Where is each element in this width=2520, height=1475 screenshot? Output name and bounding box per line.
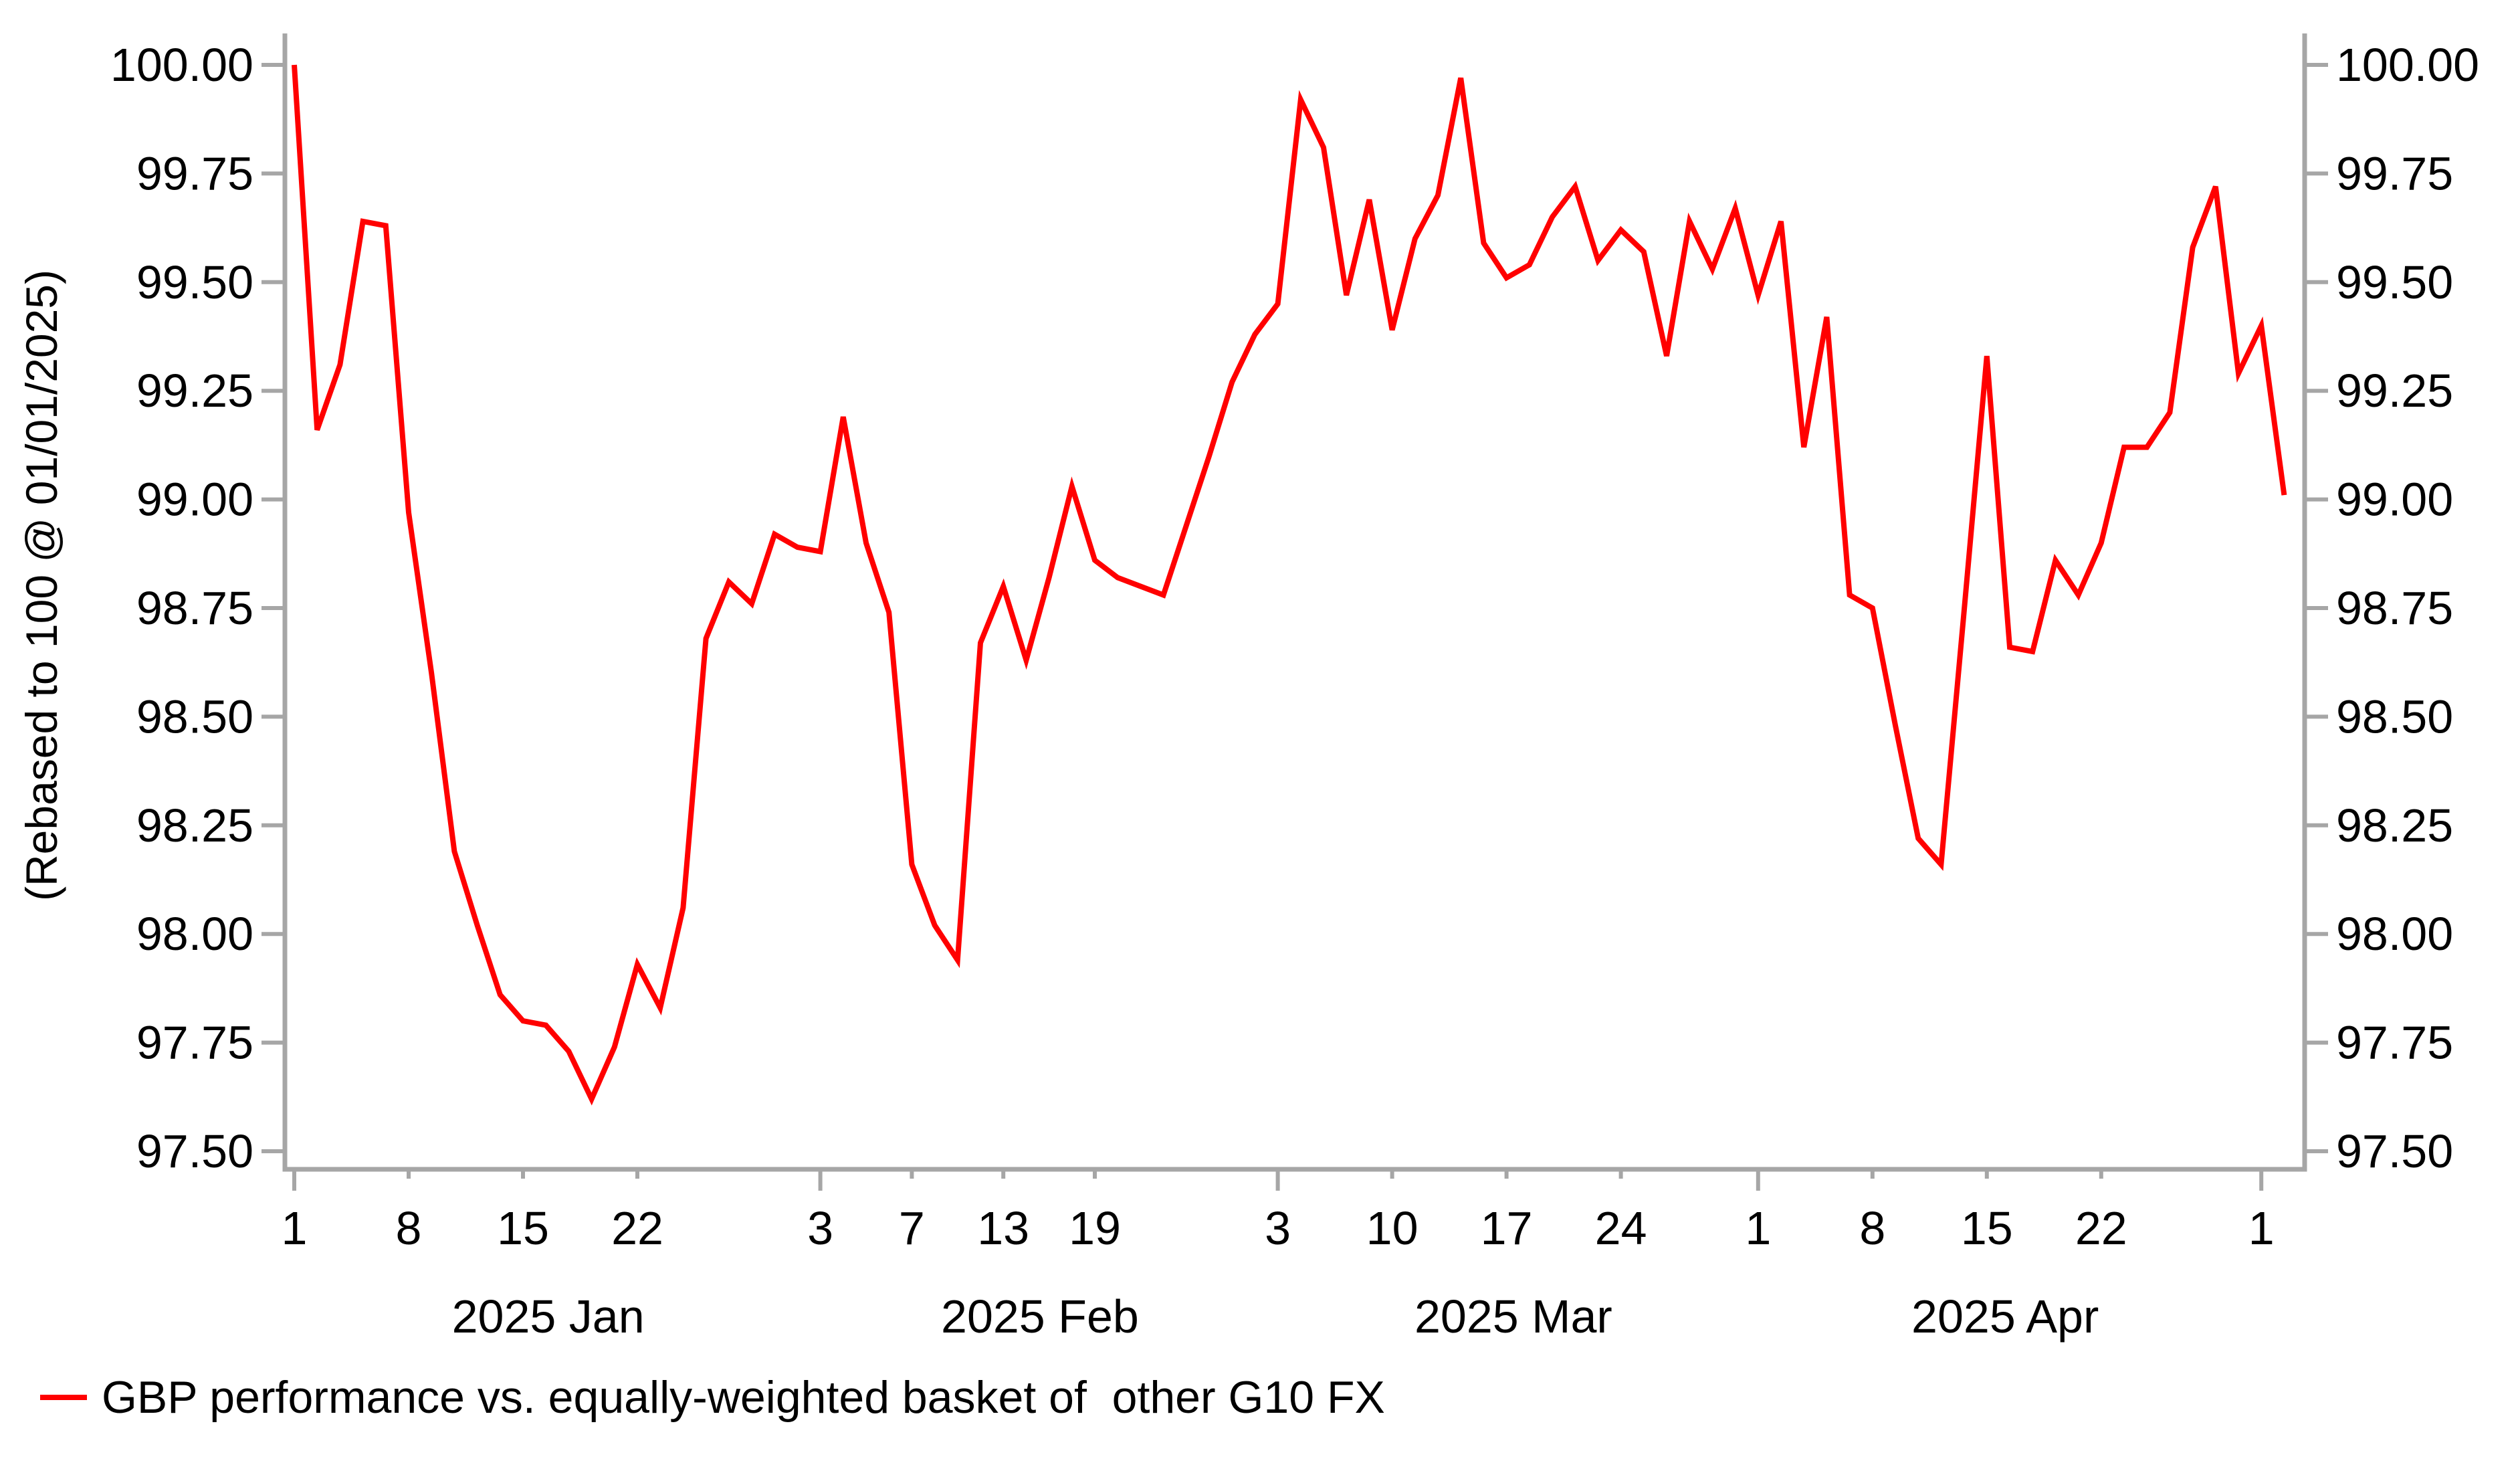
legend-label: GBP performance vs. equally-weighted bas… [102, 1372, 1385, 1423]
x-axis-tick-label: 17 [1481, 1202, 1533, 1254]
y-axis-tick-label-right: 100.00 [2336, 39, 2479, 91]
gbp-line [292, 64, 2287, 1106]
y-axis-tick-label-right: 99.00 [2336, 474, 2453, 526]
y-axis-tick-label-right: 98.25 [2336, 799, 2453, 852]
x-axis-month-label: 2025 Feb [941, 1290, 1139, 1343]
y-axis-tick-label-right: 98.75 [2336, 582, 2453, 634]
y-axis-tick-label-left: 97.75 [136, 1017, 253, 1069]
y-axis-title: (Rebased to 100 @ 01/01/2025) [17, 270, 66, 901]
y-axis-tick-label-right: 99.50 [2336, 256, 2453, 308]
y-axis-tick-label-left: 97.50 [136, 1125, 253, 1177]
y-axis-tick-label-right: 99.25 [2336, 365, 2453, 417]
x-axis-tick-label: 3 [1265, 1202, 1291, 1254]
y-axis-tick-label-right: 99.75 [2336, 147, 2453, 199]
y-axis-tick-label-left: 99.50 [136, 256, 253, 308]
x-axis-tick-label: 1 [2248, 1202, 2275, 1254]
x-axis-tick-label: 10 [1366, 1202, 1419, 1254]
x-axis-month-label: 2025 Mar [1414, 1290, 1612, 1343]
x-axis-tick-label: 3 [807, 1202, 833, 1254]
y-axis-tick-label-left: 98.25 [136, 799, 253, 852]
x-axis-tick-label: 15 [1961, 1202, 2013, 1254]
x-axis-tick-label: 19 [1069, 1202, 1121, 1254]
y-axis-tick-label-left: 99.00 [136, 474, 253, 526]
x-axis-tick-label: 1 [282, 1202, 308, 1254]
y-axis-tick-label-right: 98.00 [2336, 908, 2453, 960]
y-axis-tick-label-right: 97.50 [2336, 1125, 2453, 1177]
y-axis-tick-label-right: 98.50 [2336, 690, 2453, 743]
x-axis-tick-label: 8 [396, 1202, 422, 1254]
x-axis-tick-label: 24 [1595, 1202, 1647, 1254]
y-axis-tick-label-left: 98.00 [136, 908, 253, 960]
x-axis-tick-label: 15 [497, 1202, 549, 1254]
x-axis-tick-label: 7 [899, 1202, 925, 1254]
x-axis-tick-label: 22 [2075, 1202, 2127, 1254]
x-axis-month-label: 2025 Jan [452, 1290, 645, 1343]
x-axis-tick-label: 1 [1745, 1202, 1771, 1254]
y-axis-tick-label-right: 97.75 [2336, 1017, 2453, 1069]
y-axis-tick-label-left: 100.00 [110, 39, 253, 91]
y-axis-tick-label-left: 98.50 [136, 690, 253, 743]
x-axis-tick-label: 8 [1859, 1202, 1885, 1254]
x-axis-tick-label: 13 [977, 1202, 1029, 1254]
y-axis-tick-label-left: 99.75 [136, 147, 253, 199]
legend: GBP performance vs. equally-weighted bas… [40, 1372, 1385, 1423]
axes: 100.00 100.00 99.75 99.75 99.50 99.50 99.25 99.… [110, 33, 2479, 1343]
y-axis-tick-label-left: 98.75 [136, 582, 253, 634]
y-axis-tick-label-left: 99.25 [136, 365, 253, 417]
x-axis-tick-label: 22 [611, 1202, 663, 1254]
x-axis-month-label: 2025 Apr [1911, 1290, 2099, 1343]
